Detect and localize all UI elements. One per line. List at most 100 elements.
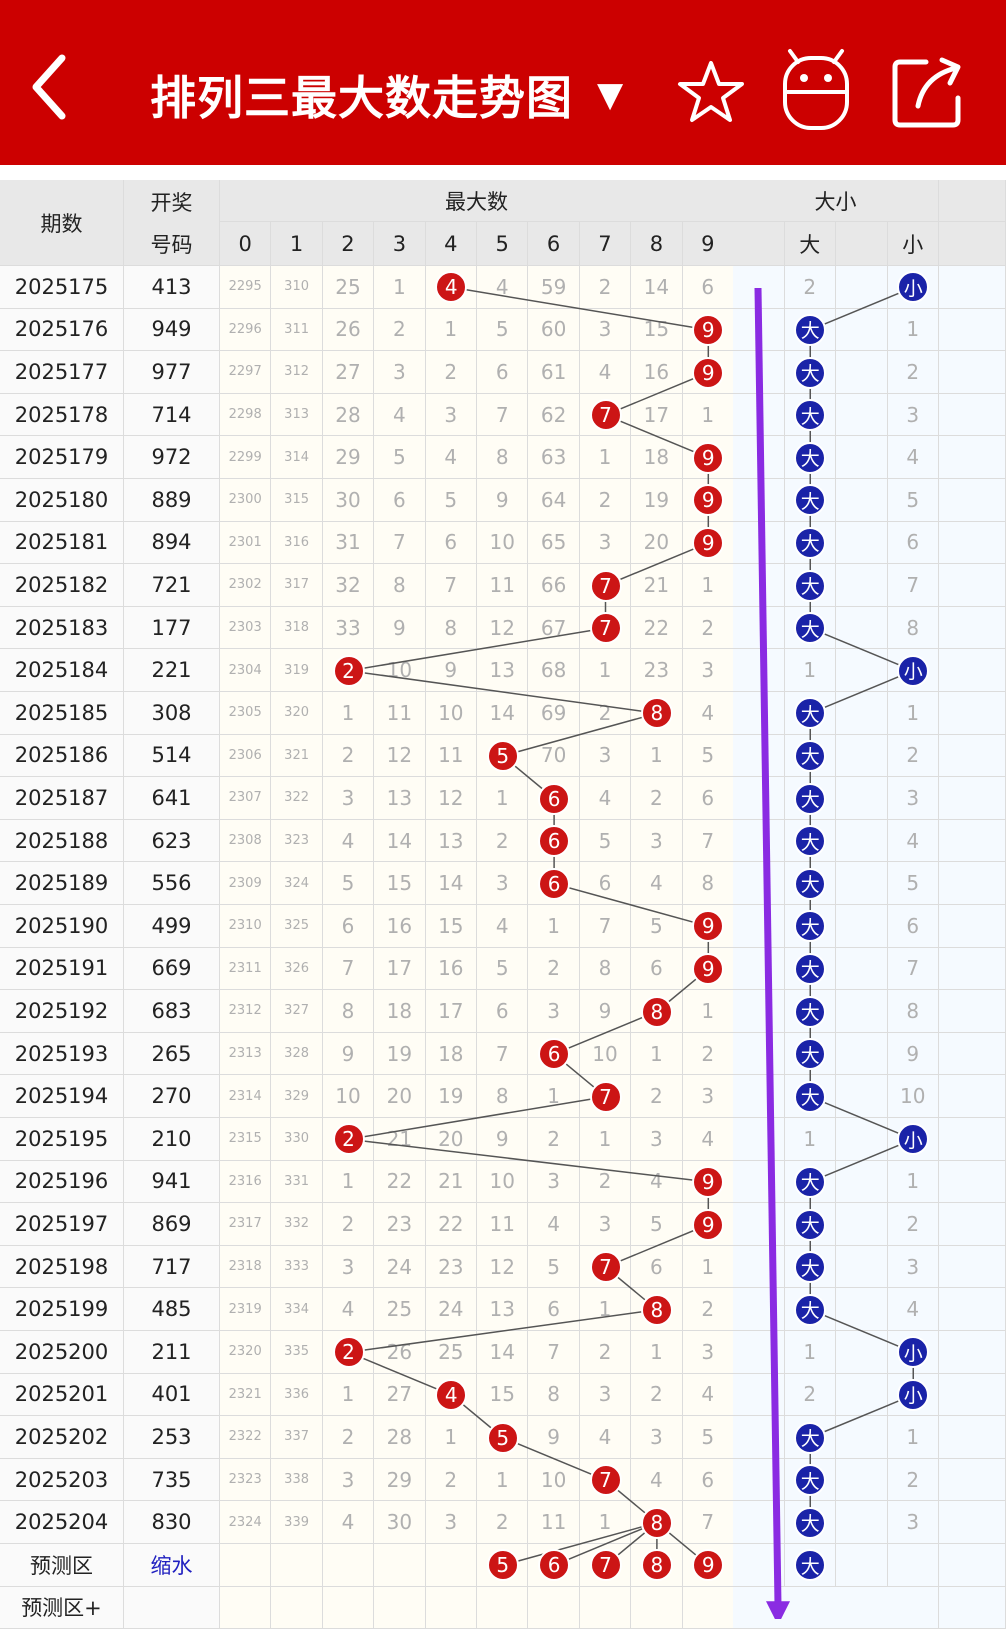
miss-cell-digit-5: 11 [477,1203,529,1246]
app-header: 排列三最大数走势图 ▼ [0,0,1006,165]
issue-cell: 2025186 [0,734,124,778]
miss-cell-digit-8: 14 [631,266,683,309]
size-trend-line [809,1394,914,1439]
miss-cell-digit-5: 9 [477,479,529,522]
max-digit-ball: 4 [435,1378,468,1411]
predict-cell-digit-0[interactable] [220,1544,272,1587]
miss-cell-digit-6: 1 [528,1075,580,1118]
size-spacer-mid [836,1245,888,1289]
predict-ball[interactable]: 5 [486,1549,519,1582]
max-digit-ball: 8 [640,1506,673,1539]
miss-cell-digit-7: 3 [579,1373,632,1417]
miss-cell-digit-7: 2 [579,1160,632,1204]
size-spacer-mid [836,308,888,352]
miss-cell-digit-8: 3 [631,1118,683,1161]
share-icon[interactable] [890,54,970,130]
miss-cell-digit-4: 24 [425,1288,477,1331]
miss-cell-digit-3: 27 [374,1373,426,1417]
predict-cell-digit-3[interactable] [374,1544,426,1587]
size-small-cell: 2 [887,1203,939,1246]
digit-header-0: 0 [220,222,272,266]
size-big-ball: 大 [794,1421,827,1454]
miss-cell-digit-1: 326 [271,947,323,991]
miss-cell-digit-6: 60 [528,308,580,352]
miss-cell-digit-8: 2 [631,1075,683,1118]
max-digit-ball: 6 [538,782,571,815]
miss-cell-digit-4: 1 [425,1416,477,1459]
miss-cell-digit-6: 11 [528,1501,580,1544]
miss-cell-digit-6: 67 [528,606,580,650]
miss-cell-digit-1: 330 [271,1118,323,1161]
miss-cell-digit-0: 2321 [220,1373,272,1417]
max-digit-ball: 8 [640,995,673,1028]
miss-cell-digit-4: 10 [425,692,477,735]
issue-cell: 2025200 [0,1331,124,1374]
max-trend-line [348,1351,452,1396]
miss-cell-digit-5: 5 [477,308,529,352]
predict-cell-digit-2[interactable] [322,1544,375,1587]
size-spacer-mid [836,734,888,778]
miss-cell-digit-0: 2312 [220,990,272,1033]
miss-cell-digit-9: 1 [682,1245,734,1289]
max-digit-ball: 5 [486,739,519,772]
back-arrow-icon[interactable] [28,52,78,122]
predict-ball[interactable]: 8 [640,1549,673,1582]
miss-cell-digit-5: 15 [477,1373,529,1417]
size-small-cell: 2 [887,1458,939,1502]
miss-cell-digit-0: 2319 [220,1288,272,1331]
star-icon[interactable] [676,58,746,126]
miss-cell-digit-3: 13 [374,777,426,820]
predict-ball[interactable]: 6 [538,1549,571,1582]
miss-cell-digit-5: 2 [477,819,529,863]
miss-cell-digit-7: 7 [579,905,632,948]
max-trend-line [348,1308,658,1354]
draw-code-cell: 308 [124,692,220,735]
size-big-ball: 大 [794,1506,827,1539]
digit-header-2: 2 [322,222,375,266]
miss-cell-digit-7: 1 [579,436,632,479]
miss-cell-digit-3: 4 [374,393,426,437]
max-trend-line [348,669,658,715]
predict-cell-digit-1[interactable] [271,1544,323,1587]
draw-code-cell: 211 [124,1331,220,1374]
predict-size-ball[interactable]: 大 [794,1549,827,1582]
max-digit-ball: 7 [589,1080,622,1113]
size-big-ball: 大 [794,995,827,1028]
issue-cell: 2025189 [0,862,124,905]
extra-cell [939,436,1006,479]
miss-cell-digit-6: 3 [528,990,580,1033]
android-icon[interactable] [780,48,852,132]
max-digit-ball: 6 [538,867,571,900]
miss-cell-digit-3: 12 [374,734,426,778]
miss-cell-digit-1: 315 [271,479,323,522]
miss-cell-digit-8: 19 [631,479,683,522]
miss-cell-digit-4: 16 [425,947,477,991]
title-dropdown[interactable]: 排列三最大数走势图 ▼ [150,60,623,130]
predict-ball[interactable]: 9 [692,1549,725,1582]
extra-cell [939,1288,1006,1331]
size-big-ball: 大 [794,1464,827,1497]
size-trend-line [809,1309,914,1353]
miss-cell-digit-1: 325 [271,905,323,948]
miss-cell-digit-8: 5 [631,905,683,948]
max-digit-ball: 6 [538,825,571,858]
extra-cell [939,1203,1006,1246]
miss-cell-digit-0: 2316 [220,1160,272,1204]
draw-code-cell: 265 [124,1032,220,1076]
miss-cell-digit-4: 12 [425,777,477,820]
predict-ball[interactable]: 7 [589,1549,622,1582]
size-small-cell: 5 [887,479,939,522]
miss-cell-digit-6: 65 [528,521,580,565]
max-digit-ball: 9 [692,910,725,943]
issue-cell: 2025193 [0,1032,124,1076]
miss-cell-digit-5: 7 [477,1032,529,1076]
miss-cell-digit-0: 2310 [220,905,272,948]
predict-cell-digit-4[interactable] [425,1544,477,1587]
miss-cell-digit-8: 3 [631,1416,683,1459]
predict-size-small[interactable] [887,1544,939,1587]
shrink-button[interactable]: 缩水 [124,1544,220,1587]
size-spacer-left [733,777,785,820]
miss-cell-digit-0: 2324 [220,1501,272,1544]
miss-cell-digit-2: 3 [322,777,375,820]
chevron-down-icon: ▼ [597,75,624,115]
